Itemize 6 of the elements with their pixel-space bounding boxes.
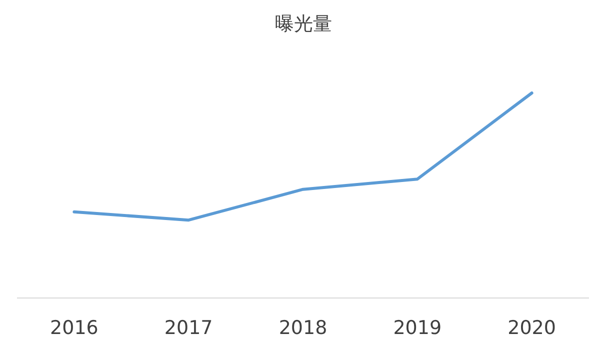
x-tick: 2020 [508, 317, 556, 339]
title: 曝光量 [275, 13, 332, 35]
x-tick: 2018 [278, 317, 328, 339]
x-tick: 2016 [50, 317, 98, 339]
x-tick: 2019 [393, 317, 442, 339]
x-tick: 2017 [164, 317, 213, 339]
